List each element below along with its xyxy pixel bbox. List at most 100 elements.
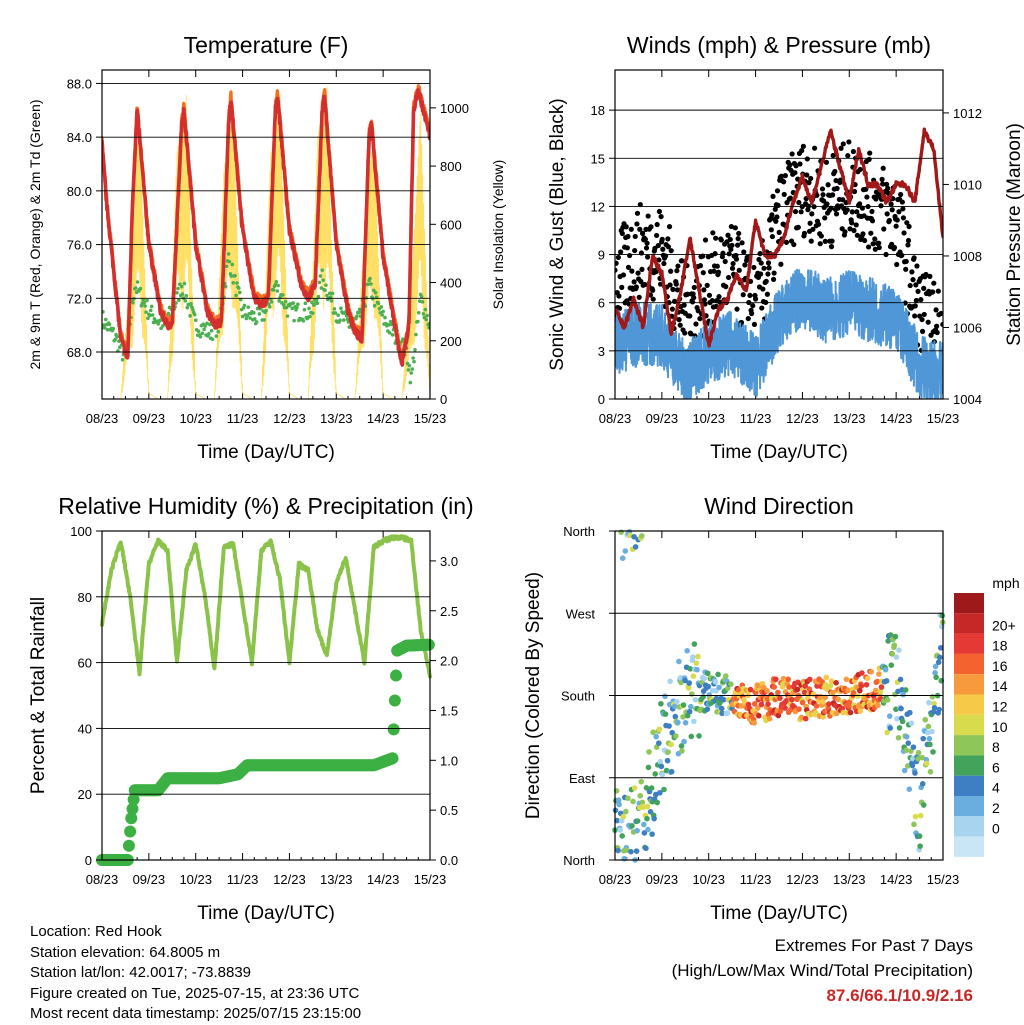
- gust-point: [828, 244, 835, 250]
- direction-point: [859, 670, 865, 676]
- gust-point: [764, 291, 770, 297]
- gust-point: [931, 280, 937, 286]
- gust-point: [722, 258, 728, 265]
- direction-point: [936, 706, 943, 713]
- dewpoint-point: [158, 318, 162, 323]
- gust-point: [688, 331, 694, 337]
- direction-point: [907, 709, 913, 716]
- gust-point: [773, 218, 779, 224]
- legend-label: 14: [992, 678, 1008, 694]
- dewpoint-point: [234, 293, 238, 298]
- y2-tick-label: 2.0: [440, 654, 458, 669]
- gust-point: [727, 236, 733, 243]
- gust-point: [624, 245, 630, 251]
- direction-point: [693, 660, 700, 666]
- x-tick-label: 10/23: [692, 411, 725, 426]
- direction-point: [802, 683, 808, 689]
- gust-point: [684, 291, 691, 297]
- dewpoint-point: [264, 308, 268, 313]
- gust-point: [668, 268, 674, 274]
- gust-point: [644, 240, 650, 246]
- dewpoint-point: [233, 273, 237, 278]
- y-tick-label: 20: [78, 787, 92, 802]
- direction-point: [828, 678, 835, 685]
- dewpoint-point: [333, 311, 338, 315]
- direction-point: [662, 693, 668, 700]
- gust-point: [791, 241, 797, 248]
- x-tick-label: 11/23: [227, 872, 259, 887]
- gust-point: [921, 311, 927, 318]
- gust-point: [751, 264, 757, 271]
- gust-point: [867, 150, 873, 156]
- y2-tick-label: 1012: [953, 106, 982, 121]
- gust-point: [716, 294, 722, 300]
- direction-point: [917, 843, 923, 849]
- legend-label: 8: [992, 739, 1000, 755]
- gust-point: [893, 223, 899, 229]
- direction-point: [902, 687, 909, 693]
- direction-point: [886, 713, 893, 719]
- gust-point: [729, 265, 736, 271]
- y-tick-label: 68.0: [67, 345, 92, 360]
- dewpoint-point: [290, 306, 295, 311]
- legend-label: 4: [992, 780, 1000, 796]
- gust-point: [888, 201, 894, 207]
- dewpoint-point: [131, 300, 135, 305]
- gust-point: [884, 211, 890, 217]
- direction-point: [927, 741, 933, 748]
- gust-point: [770, 193, 776, 199]
- x-tick-label: 11/23: [227, 411, 259, 426]
- gust-point: [643, 245, 650, 251]
- direction-point: [664, 757, 671, 764]
- direction-point: [638, 778, 645, 785]
- panel-title: Relative Humidity (%) & Precipitation (i…: [58, 493, 473, 519]
- gust-point: [702, 237, 709, 243]
- direction-point: [758, 701, 765, 708]
- direction-point: [661, 786, 667, 793]
- direction-point: [786, 684, 793, 690]
- gust-point: [828, 205, 834, 211]
- dewpoint-point: [244, 316, 249, 321]
- direction-point: [896, 647, 902, 653]
- dewpoint-point: [166, 311, 171, 316]
- direction-point: [634, 827, 640, 834]
- gust-point: [904, 220, 910, 226]
- gust-point: [759, 305, 765, 311]
- dewpoint-point: [180, 292, 185, 296]
- gust-point: [796, 199, 802, 206]
- dewpoint-point: [357, 307, 362, 312]
- direction-point: [884, 729, 890, 736]
- x-tick-label: 12/23: [786, 411, 819, 426]
- direction-point: [931, 700, 937, 707]
- direction-point: [819, 698, 826, 705]
- gust-point: [894, 261, 900, 268]
- direction-point: [894, 715, 900, 722]
- dewpoint-point: [227, 259, 232, 264]
- direction-point: [632, 544, 639, 550]
- direction-point: [908, 720, 915, 727]
- dewpoint-point: [318, 274, 323, 278]
- gust-point: [799, 148, 805, 154]
- dewpoint-point: [191, 307, 195, 312]
- gust-point: [665, 244, 672, 250]
- direction-point: [777, 695, 783, 701]
- direction-point: [690, 654, 696, 660]
- gust-point: [919, 316, 925, 323]
- gust-point: [772, 206, 778, 212]
- direction-point: [935, 659, 942, 666]
- dewpoint-point: [135, 280, 140, 284]
- gust-point: [834, 185, 840, 191]
- gust-point: [619, 284, 625, 290]
- direction-point: [704, 706, 711, 713]
- direction-point: [830, 689, 836, 696]
- direction-point: [695, 653, 701, 660]
- y-tick-label: 88.0: [67, 76, 92, 91]
- x-tick-label: 10/23: [692, 872, 725, 887]
- direction-point: [674, 698, 680, 705]
- direction-point: [868, 668, 874, 675]
- gust-point: [868, 230, 874, 236]
- gust-point: [695, 308, 701, 314]
- x-tick-label: 10/23: [179, 872, 212, 887]
- direction-point: [892, 633, 899, 640]
- gust-point: [769, 233, 776, 240]
